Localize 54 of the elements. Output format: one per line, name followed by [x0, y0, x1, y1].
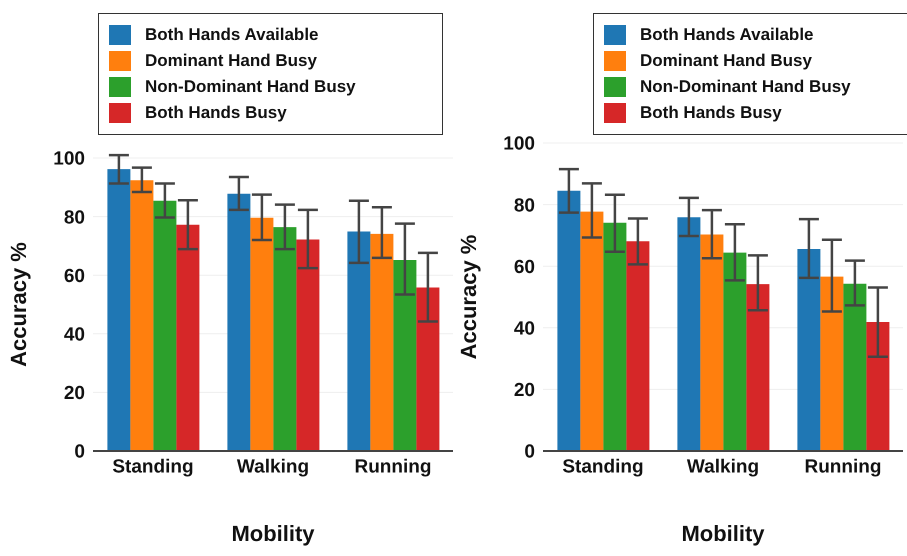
- y-tick-label: 0: [524, 442, 535, 463]
- y-tick-label: 60: [514, 256, 535, 278]
- legend-label: Both Hands Busy: [640, 102, 782, 124]
- y-tick-label: 100: [503, 134, 535, 155]
- y-tick-label: 100: [53, 148, 85, 170]
- y-axis-title: Accuracy %: [456, 234, 481, 360]
- y-tick-label: 40: [64, 324, 85, 346]
- bar: [176, 224, 200, 451]
- bar: [153, 200, 176, 451]
- bar: [603, 222, 626, 451]
- legend-label: Both Hands Available: [145, 24, 318, 46]
- y-axis-title: Accuracy %: [6, 242, 31, 367]
- bar: [250, 218, 274, 451]
- bar: [557, 190, 580, 451]
- legend-label: Non-Dominant Hand Busy: [145, 76, 356, 98]
- y-tick-label: 80: [64, 207, 85, 228]
- x-tick-label: Running: [354, 456, 432, 478]
- x-tick-label: Standing: [562, 456, 644, 478]
- y-tick-label: 20: [514, 380, 535, 402]
- bar: [700, 234, 724, 451]
- y-tick-label: 60: [64, 266, 85, 287]
- bar: [130, 180, 154, 451]
- y-tick-label: 20: [64, 383, 85, 404]
- bar: [347, 232, 370, 451]
- legend-label: Non-Dominant Hand Busy: [640, 76, 851, 98]
- x-tick-label: Standing: [112, 456, 194, 478]
- y-tick-label: 80: [514, 195, 535, 216]
- y-tick-label: 40: [514, 318, 535, 340]
- x-tick-label: Walking: [236, 456, 310, 478]
- x-axis-title: Mobility: [231, 521, 316, 546]
- bar: [866, 322, 890, 451]
- x-tick-label: Running: [804, 456, 882, 478]
- bar: [820, 276, 844, 451]
- bar: [227, 194, 250, 451]
- bar: [296, 239, 320, 451]
- bar: [273, 227, 296, 451]
- bar: [580, 212, 604, 451]
- legend-label: Both Hands Available: [640, 24, 814, 46]
- bar: [723, 252, 746, 451]
- y-tick-label: 0: [74, 442, 85, 463]
- x-axis-title: Mobility: [681, 521, 766, 546]
- bar: [370, 234, 394, 451]
- bar: [843, 284, 866, 451]
- bar: [746, 284, 770, 451]
- legend-label: Dominant Hand Busy: [145, 50, 317, 72]
- bar: [626, 241, 650, 451]
- legend-label: Both Hands Busy: [145, 102, 287, 124]
- x-tick-label: Walking: [686, 456, 760, 478]
- bar: [677, 217, 700, 451]
- legend-label: Dominant Hand Busy: [640, 50, 812, 72]
- bar: [393, 260, 416, 451]
- bar: [416, 288, 440, 451]
- bar: [797, 248, 820, 451]
- bar: [107, 169, 130, 451]
